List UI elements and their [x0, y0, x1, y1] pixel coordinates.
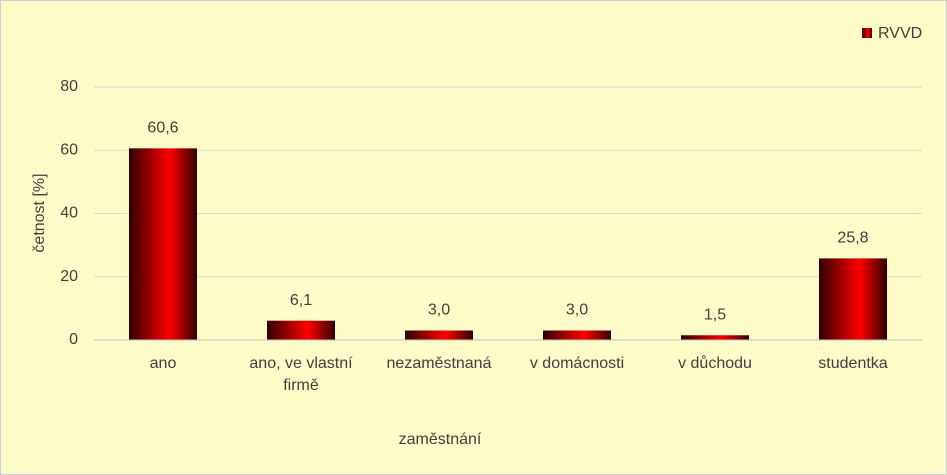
- y-tick-label: 80: [60, 78, 78, 95]
- value-label: 60,6: [147, 120, 178, 137]
- x-tick-label: ano, ve vlastní firmě: [249, 355, 353, 394]
- bar: [681, 335, 749, 340]
- bar: [267, 320, 335, 340]
- y-tick-label: 40: [60, 205, 78, 222]
- x-tick-label: nezaměstnaná: [386, 355, 492, 372]
- value-label: 1,5: [704, 306, 726, 323]
- bar: [129, 148, 197, 340]
- value-label: 25,8: [837, 230, 868, 247]
- x-tick-label: v domácnosti: [529, 355, 625, 372]
- y-tick-label: 20: [60, 268, 78, 285]
- x-tick-label: ano: [149, 355, 177, 372]
- x-tick-label: studentka: [818, 355, 888, 372]
- value-label: 3,0: [566, 302, 588, 319]
- value-label: 3,0: [428, 302, 450, 319]
- value-label: 6,1: [290, 292, 312, 309]
- x-tick-label: v důchodu: [678, 355, 752, 372]
- bar: [543, 330, 611, 340]
- legend-label: RVVD: [878, 25, 922, 42]
- legend-swatch: [862, 28, 872, 38]
- y-tick-label: 60: [60, 141, 78, 158]
- bar: [819, 258, 887, 340]
- y-tick-label: 0: [69, 331, 78, 348]
- x-axis-label: zaměstnání: [399, 431, 482, 448]
- bar: [405, 330, 473, 340]
- y-axis-label: četnost [%]: [31, 173, 48, 252]
